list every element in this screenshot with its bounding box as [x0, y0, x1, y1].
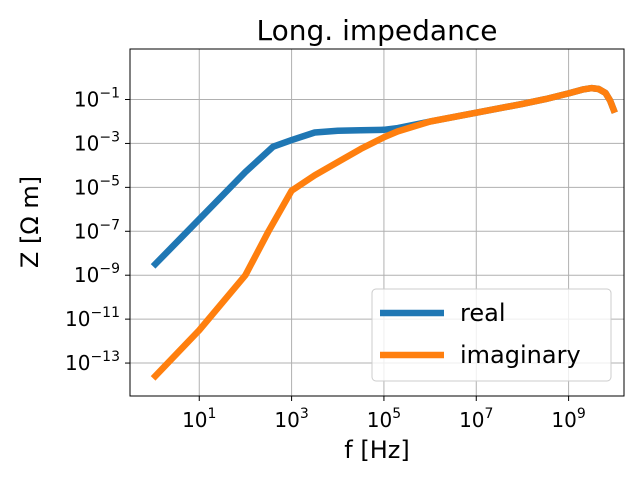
- x-axis-ticks: 101 103 105 107 109: [182, 396, 586, 432]
- y-tick-label: 10−7: [74, 217, 120, 243]
- y-tick-label: 10−1: [74, 86, 120, 112]
- y-tick-label: 10−5: [74, 173, 120, 199]
- series-line-imaginary: [150, 84, 618, 381]
- y-tick-label: 10−13: [65, 349, 120, 375]
- y-axis-ticks: 10−13 10−11 10−9 10−7 10−5 10−3 10−1: [65, 86, 130, 375]
- y-axis-label: Z [Ω m]: [16, 176, 44, 268]
- y-tick-label: 10−3: [74, 129, 120, 155]
- legend-label-imaginary: imaginary: [460, 341, 581, 369]
- y-tick-label: 10−9: [74, 261, 120, 287]
- x-axis-label: f [Hz]: [344, 436, 409, 464]
- plot-frame: [129, 48, 625, 397]
- x-tick-label: 109: [551, 406, 585, 432]
- y-tick-label: 10−11: [65, 305, 120, 331]
- chart-title: Long. impedance: [257, 14, 498, 47]
- x-tick-label: 103: [274, 406, 308, 432]
- legend: real imaginary: [371, 288, 612, 382]
- legend-label-real: real: [460, 299, 505, 327]
- x-tick-label: 101: [182, 406, 216, 432]
- x-tick-label: 105: [367, 406, 401, 432]
- x-tick-label: 107: [459, 406, 493, 432]
- series-layer: [150, 84, 618, 381]
